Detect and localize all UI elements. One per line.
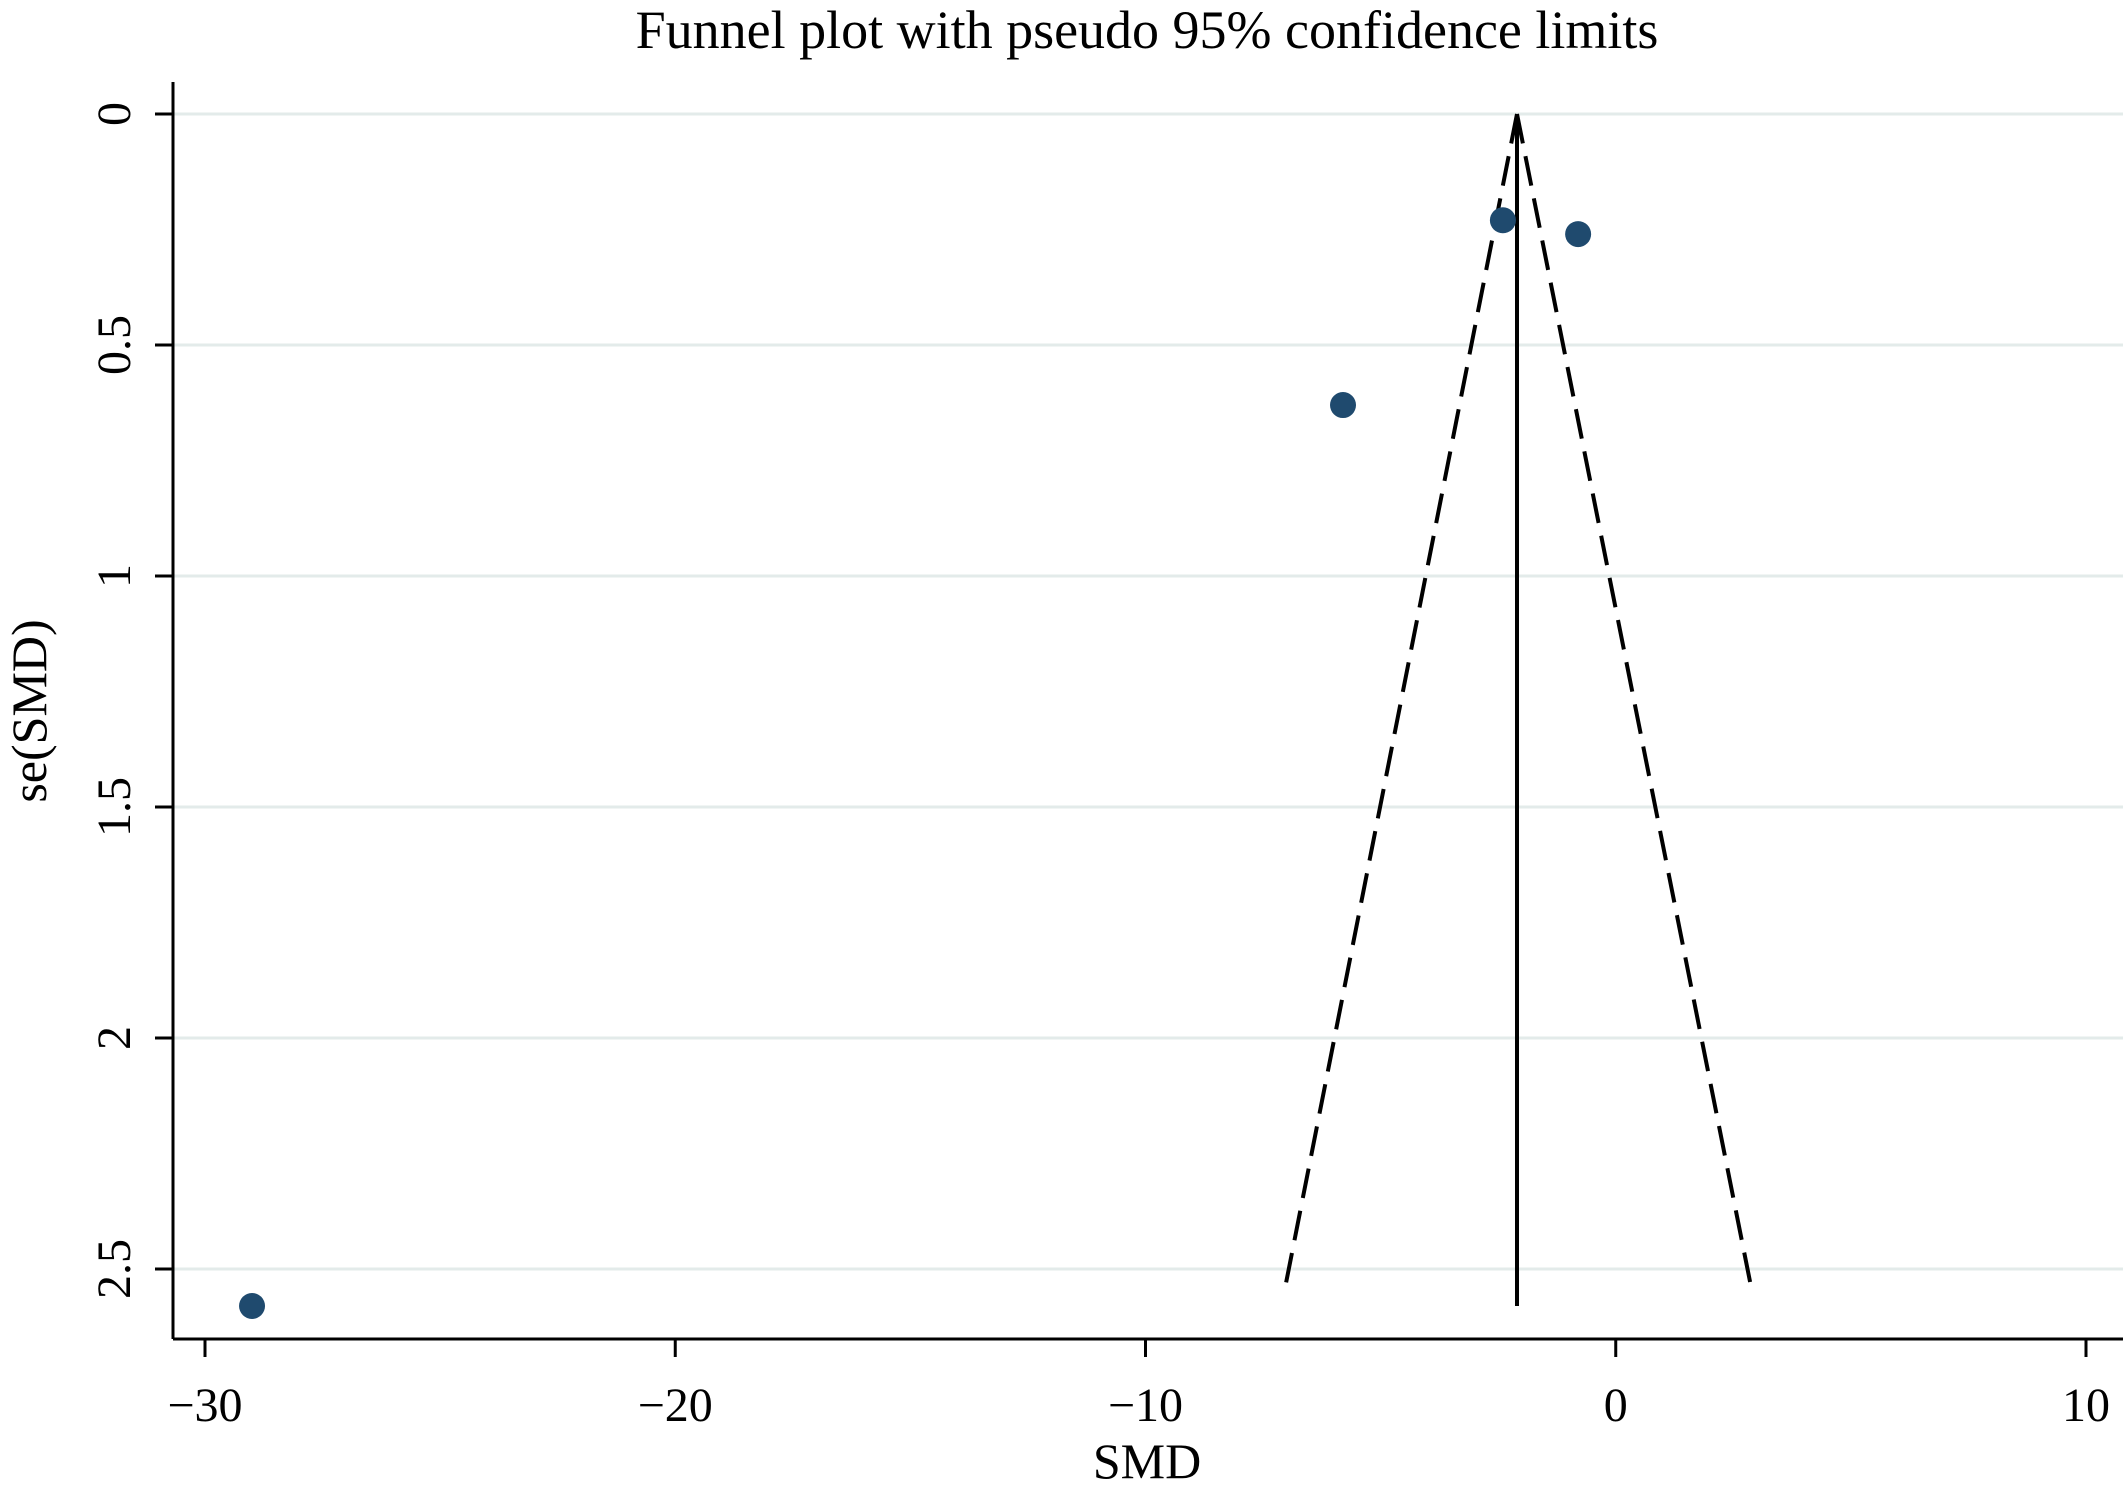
y-tick-label: 2.5 bbox=[88, 1239, 141, 1299]
x-axis-label: SMD bbox=[1093, 1433, 1201, 1489]
chart-title: Funnel plot with pseudo 95% confidence l… bbox=[636, 0, 1659, 60]
y-tick-label: 0.5 bbox=[88, 315, 141, 375]
study-points bbox=[239, 207, 1592, 1319]
x-tick-label: 10 bbox=[2062, 1379, 2110, 1432]
ci-line-upper bbox=[1515, 113, 1755, 1293]
y-axis-label: se(SMD) bbox=[1, 619, 57, 802]
axes bbox=[171, 82, 2123, 1341]
x-tick-label: −30 bbox=[167, 1379, 242, 1432]
confidence-limit-lines bbox=[1282, 113, 1755, 1293]
y-tick-label: 0 bbox=[88, 102, 141, 126]
grid-lines bbox=[173, 112, 2123, 1271]
data-point bbox=[239, 1292, 266, 1319]
x-ticks: −30 −20 −10 0 10 bbox=[167, 1339, 2110, 1432]
y-ticks: 0 0.5 1 1.5 2 2.5 bbox=[88, 102, 173, 1299]
y-tick-label: 1 bbox=[88, 564, 141, 588]
y-tick-label: 1.5 bbox=[88, 777, 141, 837]
data-point bbox=[1330, 392, 1357, 419]
y-tick-label: 2 bbox=[88, 1026, 141, 1050]
x-tick-label: −20 bbox=[638, 1379, 713, 1432]
x-tick-label: −10 bbox=[1108, 1379, 1183, 1432]
data-point bbox=[1489, 207, 1516, 234]
ci-line-lower bbox=[1282, 113, 1519, 1293]
x-tick-label: 0 bbox=[1604, 1379, 1628, 1432]
data-point bbox=[1565, 221, 1592, 248]
